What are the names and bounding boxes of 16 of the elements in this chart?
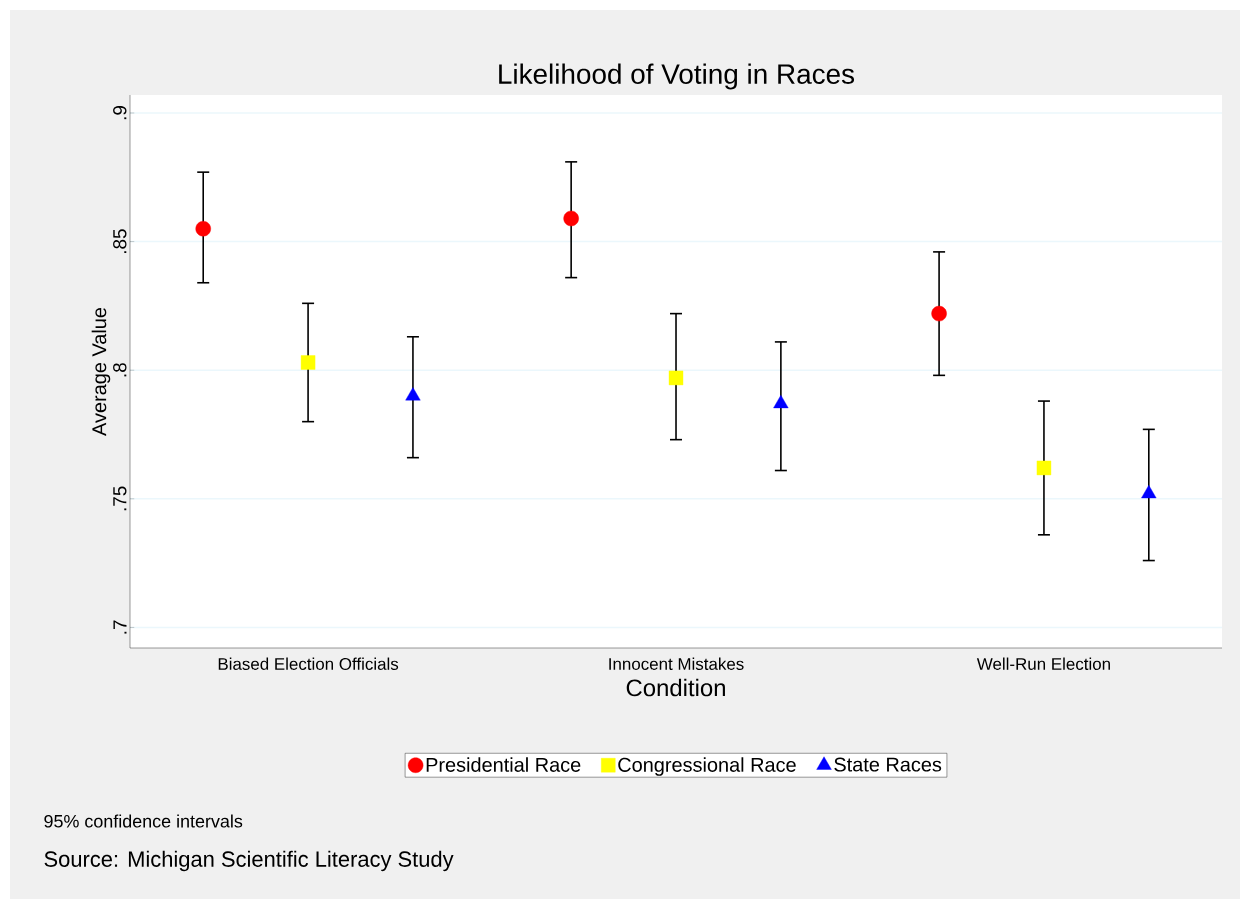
y-tick-label: .75 [113,486,127,511]
y-tick-label: .8 [113,363,127,377]
x-tick-label: Innocent Mistakes [609,657,744,670]
x-tick-label: Well-Run Election [976,657,1110,670]
chart-title: Likelihood of Voting in Races [499,63,855,90]
y-tick-label: .9 [113,106,127,120]
text: 95% confidence intervals [44,814,243,828]
x-tick-label: Biased Election Officials [218,657,399,670]
x-axis-title: Condition [626,678,725,697]
y-axis-title: Average Value [91,307,111,436]
legend-label: State Races [834,757,942,772]
legend-label: Congressional Race [618,757,796,776]
y-tick-label: .85 [113,229,127,254]
legend-label: Presidential Race [426,757,581,772]
y-tick-label: .7 [113,620,127,634]
source-note: Source: Michigan Scientific Literacy Study [44,850,454,872]
